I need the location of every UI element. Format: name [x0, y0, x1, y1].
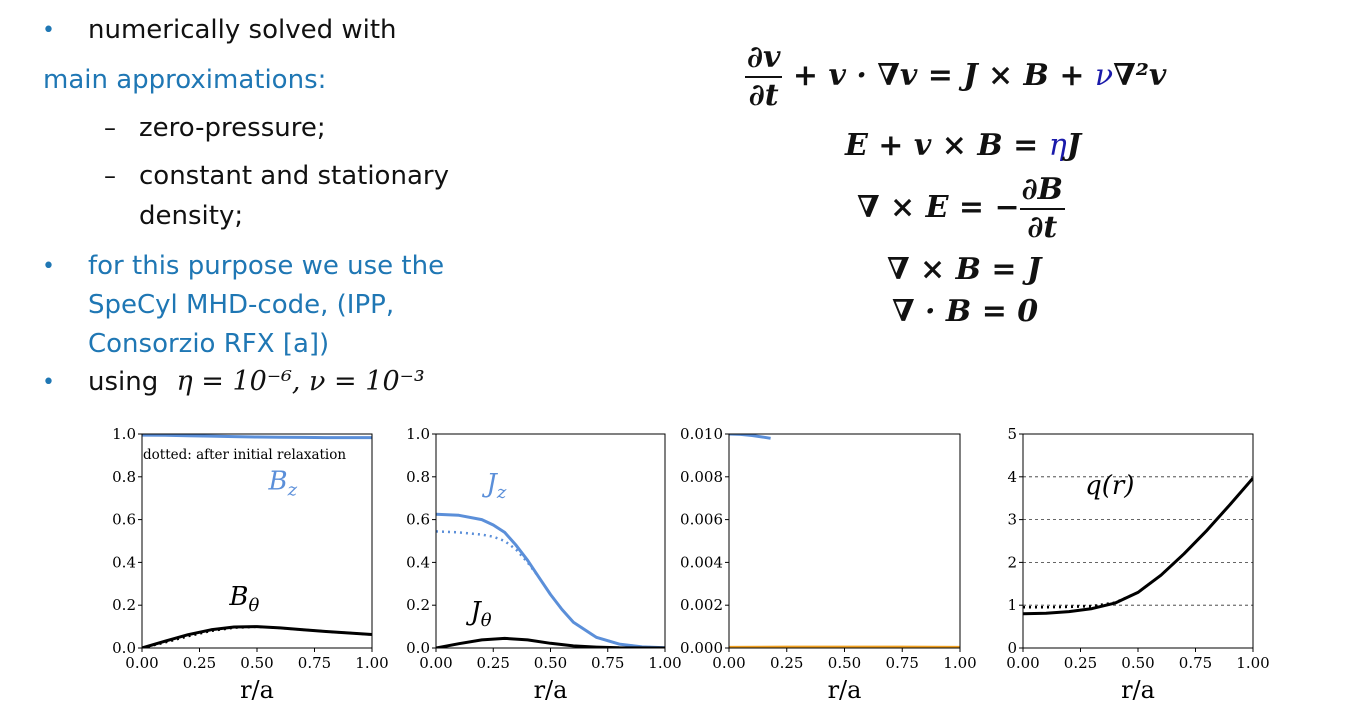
divergence-equation: ∇ · B = 0	[892, 294, 1039, 329]
series-line-series-1	[436, 530, 665, 648]
y-tick-label: 1	[1007, 596, 1017, 614]
y-tick-label: 0.004	[680, 553, 723, 571]
y-tick-label: 1.0	[112, 425, 136, 443]
bullet-dot: •	[42, 18, 55, 43]
profile-charts: 0.00 0.25 0.50 0.75 1.000.00.20.40.60.81.0r/…	[112, 425, 1270, 704]
series-line-q(r)	[1023, 477, 1253, 616]
x-tick-label: 0.50	[240, 654, 273, 672]
y-tick-label: 5	[1007, 425, 1017, 443]
x-tick-label: 0.25	[1064, 654, 1097, 672]
y-tick-label: 0.0	[406, 639, 430, 657]
ampere-equation: ∇ × B = J	[887, 252, 1042, 287]
curve-label: Jz	[481, 469, 506, 503]
x-tick-label: 0.25	[183, 654, 216, 672]
y-tick-label: 0.8	[406, 468, 430, 486]
x-tick-label: 1.00	[943, 654, 976, 672]
mhd-equations: ∂v ∂t + v · ∇v = J × B + ν∇²v E + v × B …	[745, 40, 1205, 340]
y-tick-label: 0.6	[112, 511, 136, 529]
x-tick-label: 0.00	[125, 654, 158, 672]
series-line-J_z	[436, 512, 665, 648]
x-tick-label: 0.75	[298, 654, 331, 672]
series-line-J_θ	[436, 636, 665, 648]
x-tick-label: 0.25	[477, 654, 510, 672]
x-tick-label: 1.00	[355, 654, 388, 672]
y-tick-label: 0.8	[112, 468, 136, 486]
x-tick-label: 0.75	[591, 654, 624, 672]
y-tick-label: 0.010	[680, 425, 723, 443]
x-tick-label: 0.50	[534, 654, 567, 672]
x-tick-label: 0.50	[828, 654, 861, 672]
y-tick-label: 0.4	[112, 553, 136, 571]
bullet-purpose-2: SpeCyl MHD-code, (IPP,	[88, 290, 395, 320]
bullet-dot: •	[42, 254, 55, 279]
approximations-heading: main approximations:	[43, 65, 327, 95]
y-tick-label: 4	[1007, 468, 1017, 486]
bullet-purpose-1: for this purpose we use the	[88, 251, 445, 281]
x-tick-label: 0.25	[770, 654, 803, 672]
x-tick-label: 0.00	[419, 654, 452, 672]
x-axis-label: r/a	[240, 676, 274, 704]
faraday-equation: ∇ × E = − ∂B ∂t	[857, 172, 1066, 245]
time-derivative-v: ∂v ∂t	[745, 40, 783, 113]
series-line-B_z	[142, 434, 372, 440]
y-tick-label: 0.006	[680, 511, 723, 529]
using-label: using	[88, 367, 159, 397]
y-tick-label: 3	[1007, 511, 1017, 529]
resistivity-symbol: η	[1048, 128, 1067, 163]
x-axis-label: r/a	[1121, 676, 1155, 704]
sub-bullet-zero-pressure: zero-pressure;	[139, 113, 326, 143]
y-tick-label: 0.000	[680, 639, 723, 657]
curve-label: Bz	[268, 467, 298, 501]
curve-label: q(r)	[1085, 471, 1134, 501]
curve-label: Jθ	[465, 597, 491, 631]
x-tick-label: 0.75	[1179, 654, 1212, 672]
x-tick-label: 0.00	[712, 654, 745, 672]
chart-annotation: dotted: after initial relaxation	[143, 447, 346, 463]
parameter-values: η = 10⁻⁶, ν = 10⁻³	[176, 366, 425, 397]
x-axis-label: r/a	[534, 676, 568, 704]
chart-panel-1: 0.00 0.25 0.50 0.75 1.00 0.0 0.2 0.4 0.6 0.8 1.0 r/…	[112, 425, 389, 704]
chart-frame	[1022, 433, 1254, 649]
sub-bullet-density-2: density;	[139, 201, 244, 231]
y-tick-label: 0.4	[406, 553, 430, 571]
series-line-series-0	[729, 434, 771, 440]
y-tick-label: 0.002	[680, 596, 723, 614]
x-tick-label: 1.00	[648, 654, 681, 672]
chart-panel-2: 0.00 0.25 0.50 0.75 1.00 0.0 0.2 0.4 0.6 0.8 1.0 r/…	[406, 425, 682, 704]
chart-frame	[728, 433, 961, 649]
chart-panel-4: 0.00 0.25 0.50 0.75 1.00 0 1 2 3 4 5 r/a q(r)	[1006, 425, 1269, 704]
viscosity-symbol: ν	[1094, 58, 1114, 93]
y-tick-label: 0.6	[406, 511, 430, 529]
y-tick-label: 2	[1007, 553, 1017, 571]
momentum-equation: ∂v ∂t + v · ∇v = J × B + ν∇²v	[745, 40, 1167, 113]
x-tick-label: 0.00	[1006, 654, 1039, 672]
curve-label: Bθ	[228, 582, 259, 616]
ohm-law-equation: E + v × B = ηJ	[845, 128, 1081, 163]
sub-bullet-dash: –	[104, 114, 116, 142]
y-tick-label: 0.2	[112, 596, 136, 614]
series-line-B_θ	[142, 625, 372, 648]
y-tick-label: 0	[1007, 639, 1017, 657]
y-tick-label: 0.2	[406, 596, 430, 614]
sub-bullet-density-1: constant and stationary	[139, 161, 449, 191]
y-tick-label: 1.0	[406, 425, 430, 443]
time-derivative-b: ∂B ∂t	[1019, 172, 1066, 245]
bullet-numerically-solved: numerically solved with	[88, 15, 397, 45]
x-tick-label: 0.75	[886, 654, 919, 672]
x-tick-label: 1.00	[1236, 654, 1269, 672]
sub-bullet-dash: –	[104, 162, 116, 190]
x-axis-label: r/a	[828, 676, 862, 704]
bullet-list: • numerically solved with main approxima…	[0, 0, 700, 410]
chart-panel-3: 0.00 0.25 0.50 0.75 1.00 0.000 0.002 0.004 0.006…	[680, 425, 977, 704]
y-tick-label: 0.0	[112, 639, 136, 657]
bullet-dot: •	[42, 370, 55, 395]
x-tick-label: 0.50	[1121, 654, 1154, 672]
bullet-purpose-3: Consorzio RFX [a])	[88, 329, 330, 359]
series-line-series-1	[1023, 477, 1253, 609]
bullet-using: using η = 10⁻⁶, ν = 10⁻³	[88, 366, 425, 398]
y-tick-label: 0.008	[680, 468, 723, 486]
